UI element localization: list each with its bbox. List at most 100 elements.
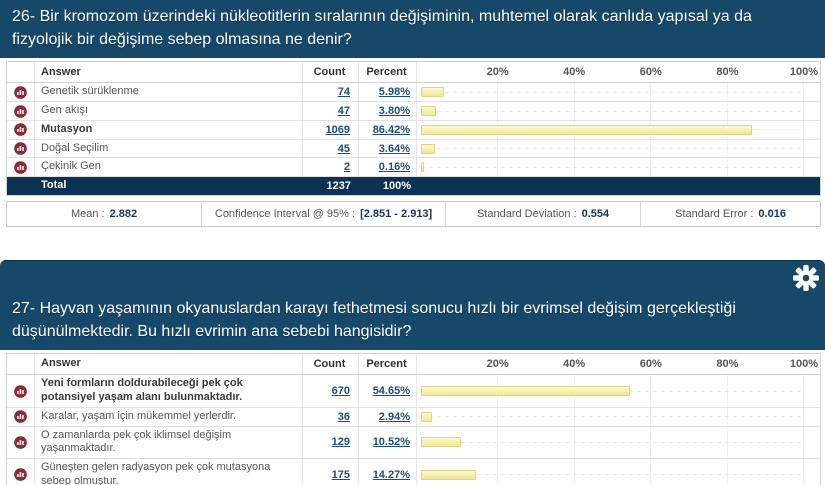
stat-label: Standard Deviation : xyxy=(476,207,577,220)
answer-row: Genetik sürüklenme 74 5.98% xyxy=(7,83,820,103)
answer-label: O zamanlarda pek çok iklimsel değişim ya… xyxy=(35,426,303,458)
question-26-section: 26- Bir kromozom üzerindeki nükleotitler… xyxy=(0,0,825,227)
answer-label: Gen akışı xyxy=(35,102,303,120)
percent-bar xyxy=(421,386,631,396)
total-row: Total 1237 100% xyxy=(7,177,820,195)
percent-link[interactable]: 10.52% xyxy=(372,436,410,449)
percent-bar xyxy=(421,411,433,422)
answer-filter-icon[interactable] xyxy=(7,120,35,139)
question-27-section: 27- Hayvan yaşamının okyanuslardan karay… xyxy=(0,259,825,485)
table-header-row: Answer Count Percent 20% 40% 60% 80% 100… xyxy=(7,62,820,84)
count-link[interactable]: 129 xyxy=(331,436,350,449)
icon-column-header xyxy=(7,62,35,83)
answer-row: Mutasyon 1069 86.42% xyxy=(7,120,820,140)
count-link[interactable]: 36 xyxy=(337,410,350,423)
question-27-title-bar: 27- Hayvan yaşamının okyanuslardan karay… xyxy=(0,259,825,351)
percent-link[interactable]: 3.80% xyxy=(378,105,410,117)
count-link[interactable]: 45 xyxy=(337,142,350,155)
percent-column-header: Percent xyxy=(359,62,417,83)
percent-bar xyxy=(421,143,435,154)
total-chart-cell xyxy=(417,177,820,195)
stat-label: Confidence Interval @ 95% : xyxy=(214,207,356,220)
total-percent: 100% xyxy=(382,180,411,192)
percent-bar xyxy=(421,106,436,116)
total-icon-cell xyxy=(7,177,35,195)
axis-tick-label: 60% xyxy=(639,66,662,79)
stat-mean: Mean : 2.882 xyxy=(7,201,203,226)
question-27-results-table: Answer Count Percent 20% 40% 60% 80% 100… xyxy=(6,353,821,485)
axis-tick-label: 20% xyxy=(486,66,509,79)
axis-tick-label: 100% xyxy=(789,358,819,371)
axis-tick-label: 80% xyxy=(716,358,739,371)
count-link[interactable]: 175 xyxy=(331,468,350,481)
percent-bar xyxy=(421,162,424,173)
percent-column-header: Percent xyxy=(359,354,417,375)
percent-bar xyxy=(421,87,444,98)
answer-label: Doğal Seçilim xyxy=(35,139,303,158)
answer-row: Doğal Seçilim 45 3.64% xyxy=(7,139,820,159)
percent-link[interactable]: 0.16% xyxy=(378,161,410,174)
answer-label: Genetik sürüklenme xyxy=(35,83,303,102)
percent-bar xyxy=(421,124,752,135)
axis-tick-label: 40% xyxy=(563,66,586,79)
count-link[interactable]: 2 xyxy=(343,161,350,174)
stat-value: 0.016 xyxy=(758,207,786,220)
count-link[interactable]: 74 xyxy=(337,86,350,99)
stat-confidence-interval: Confidence Interval @ 95% : [2.851 - 2.9… xyxy=(202,201,446,226)
answer-row: Gen akışı 47 3.80% xyxy=(7,102,820,121)
gear-icon[interactable] xyxy=(792,264,820,292)
answer-column-header: Answer xyxy=(35,354,303,375)
percent-axis: 20% 40% 60% 80% 100% xyxy=(421,354,818,374)
answer-label: Mutasyon xyxy=(35,120,303,139)
icon-column-header xyxy=(7,354,35,375)
answer-filter-icon[interactable] xyxy=(7,83,35,102)
answer-row: Karalar, yaşam için mükemmel yerlerdir. … xyxy=(7,407,820,427)
axis-tick-label: 40% xyxy=(563,358,586,371)
stat-standard-deviation: Standard Deviation : 0.554 xyxy=(446,201,642,226)
stat-label: Standard Error : xyxy=(675,207,754,220)
question-26-title: 26- Bir kromozom üzerindeki nükleotitler… xyxy=(0,0,825,59)
answer-row: Çekinik Gen 2 0.16% xyxy=(7,158,820,178)
percent-bar xyxy=(421,469,476,480)
percent-link[interactable]: 5.98% xyxy=(378,86,410,99)
answer-row: O zamanlarda pek çok iklimsel değişim ya… xyxy=(7,426,820,459)
answer-filter-icon[interactable] xyxy=(7,102,35,120)
answer-label: Çekinik Gen xyxy=(35,158,303,177)
percent-bar xyxy=(421,437,462,448)
answer-filter-icon[interactable] xyxy=(7,426,35,458)
percent-link[interactable]: 2.94% xyxy=(378,410,410,423)
answer-label: Güneşten gelen radyasyon pek çok mutasyo… xyxy=(35,459,303,485)
percent-axis: 20% 40% 60% 80% 100% xyxy=(421,62,818,82)
answer-filter-icon[interactable] xyxy=(7,139,35,158)
table-header-row: Answer Count Percent 20% 40% 60% 80% 100… xyxy=(7,354,820,376)
count-link[interactable]: 670 xyxy=(331,385,350,397)
axis-tick-label: 80% xyxy=(716,66,739,79)
answer-filter-icon[interactable] xyxy=(7,158,35,177)
answer-filter-icon[interactable] xyxy=(7,375,35,407)
answer-row: Güneşten gelen radyasyon pek çok mutasyo… xyxy=(7,459,820,485)
axis-tick-label: 20% xyxy=(486,358,509,371)
answer-column-header: Answer xyxy=(35,62,303,83)
question-26-results-table: Answer Count Percent 20% 40% 60% 80% 100… xyxy=(6,61,821,196)
axis-tick-label: 100% xyxy=(789,66,819,79)
percent-link[interactable]: 54.65% xyxy=(372,385,410,397)
stat-label: Mean : xyxy=(70,207,105,220)
percent-link[interactable]: 14.27% xyxy=(372,468,410,481)
percent-link[interactable]: 3.64% xyxy=(378,142,410,155)
answer-row: Yeni formların doldurabileceği pek çok p… xyxy=(7,375,820,408)
answer-filter-icon[interactable] xyxy=(7,407,35,426)
count-column-header: Count xyxy=(303,354,359,375)
answer-label: Yeni formların doldurabileceği pek çok p… xyxy=(35,375,303,407)
stat-value: [2.851 - 2.913] xyxy=(360,207,433,220)
total-label: Total xyxy=(41,179,67,192)
stat-value: 0.554 xyxy=(581,207,610,220)
total-count: 1237 xyxy=(326,180,351,192)
axis-tick-label: 60% xyxy=(639,358,662,371)
question-27-title: 27- Hayvan yaşamının okyanuslardan karay… xyxy=(12,299,736,341)
percent-link[interactable]: 86.42% xyxy=(372,123,410,136)
count-link[interactable]: 47 xyxy=(337,105,350,117)
answer-filter-icon[interactable] xyxy=(7,459,35,485)
answer-label: Karalar, yaşam için mükemmel yerlerdir. xyxy=(35,407,303,426)
count-link[interactable]: 1069 xyxy=(325,123,350,136)
stats-bar: Mean : 2.882 Confidence Interval @ 95% :… xyxy=(6,200,821,227)
